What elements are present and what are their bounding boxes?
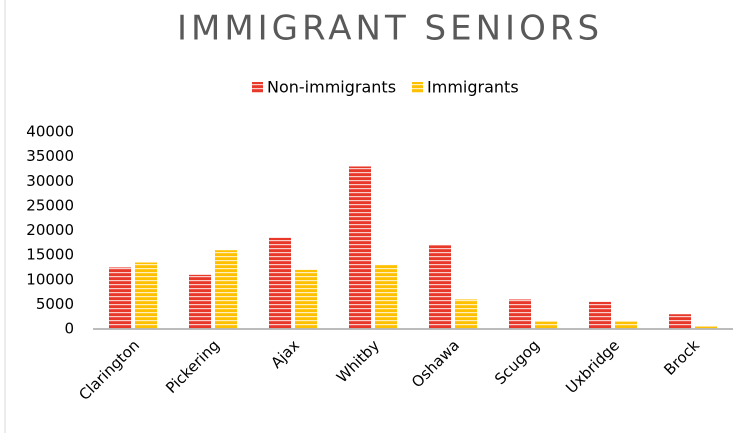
x-tick-label: Oshawa [408,336,463,391]
bar [695,326,717,329]
legend-label: Non-immigrants [267,78,396,97]
legend-label: Immigrants [427,78,519,97]
legend-swatch [252,82,263,93]
bar [189,274,211,329]
y-tick-label: 5000 [36,295,74,313]
bar [269,237,291,329]
y-tick-label: 40000 [26,123,74,141]
bar [375,264,397,329]
y-tick-label: 10000 [26,270,74,288]
bar [429,245,451,329]
bar [669,314,691,329]
x-tick-label: Uxbridge [562,336,623,397]
x-tick-label: Pickering [162,336,223,397]
x-tick-label: Ajax [267,336,303,372]
bar [349,166,371,329]
bar [535,321,557,329]
bar [509,299,531,329]
y-tick-label: 30000 [26,172,74,190]
x-tick-label: Brock [660,336,703,379]
x-tick-label: Whitby [333,336,383,386]
y-tick-label: 25000 [26,196,74,214]
bar [295,269,317,329]
y-tick-label: 15000 [26,246,74,264]
legend-swatch [412,82,424,93]
bar [109,267,131,329]
bar [135,262,157,329]
x-tick-label: Clarington [75,336,143,404]
bar [455,299,477,329]
bar [615,321,637,329]
bar [589,301,611,329]
bar [215,250,237,329]
chart-title: IMMIGRANT SENIORS [177,9,603,49]
x-tick-label: Scugog [491,336,543,388]
y-tick-label: 20000 [26,221,74,239]
y-tick-label: 35000 [26,147,74,165]
y-tick-label: 0 [64,320,74,338]
